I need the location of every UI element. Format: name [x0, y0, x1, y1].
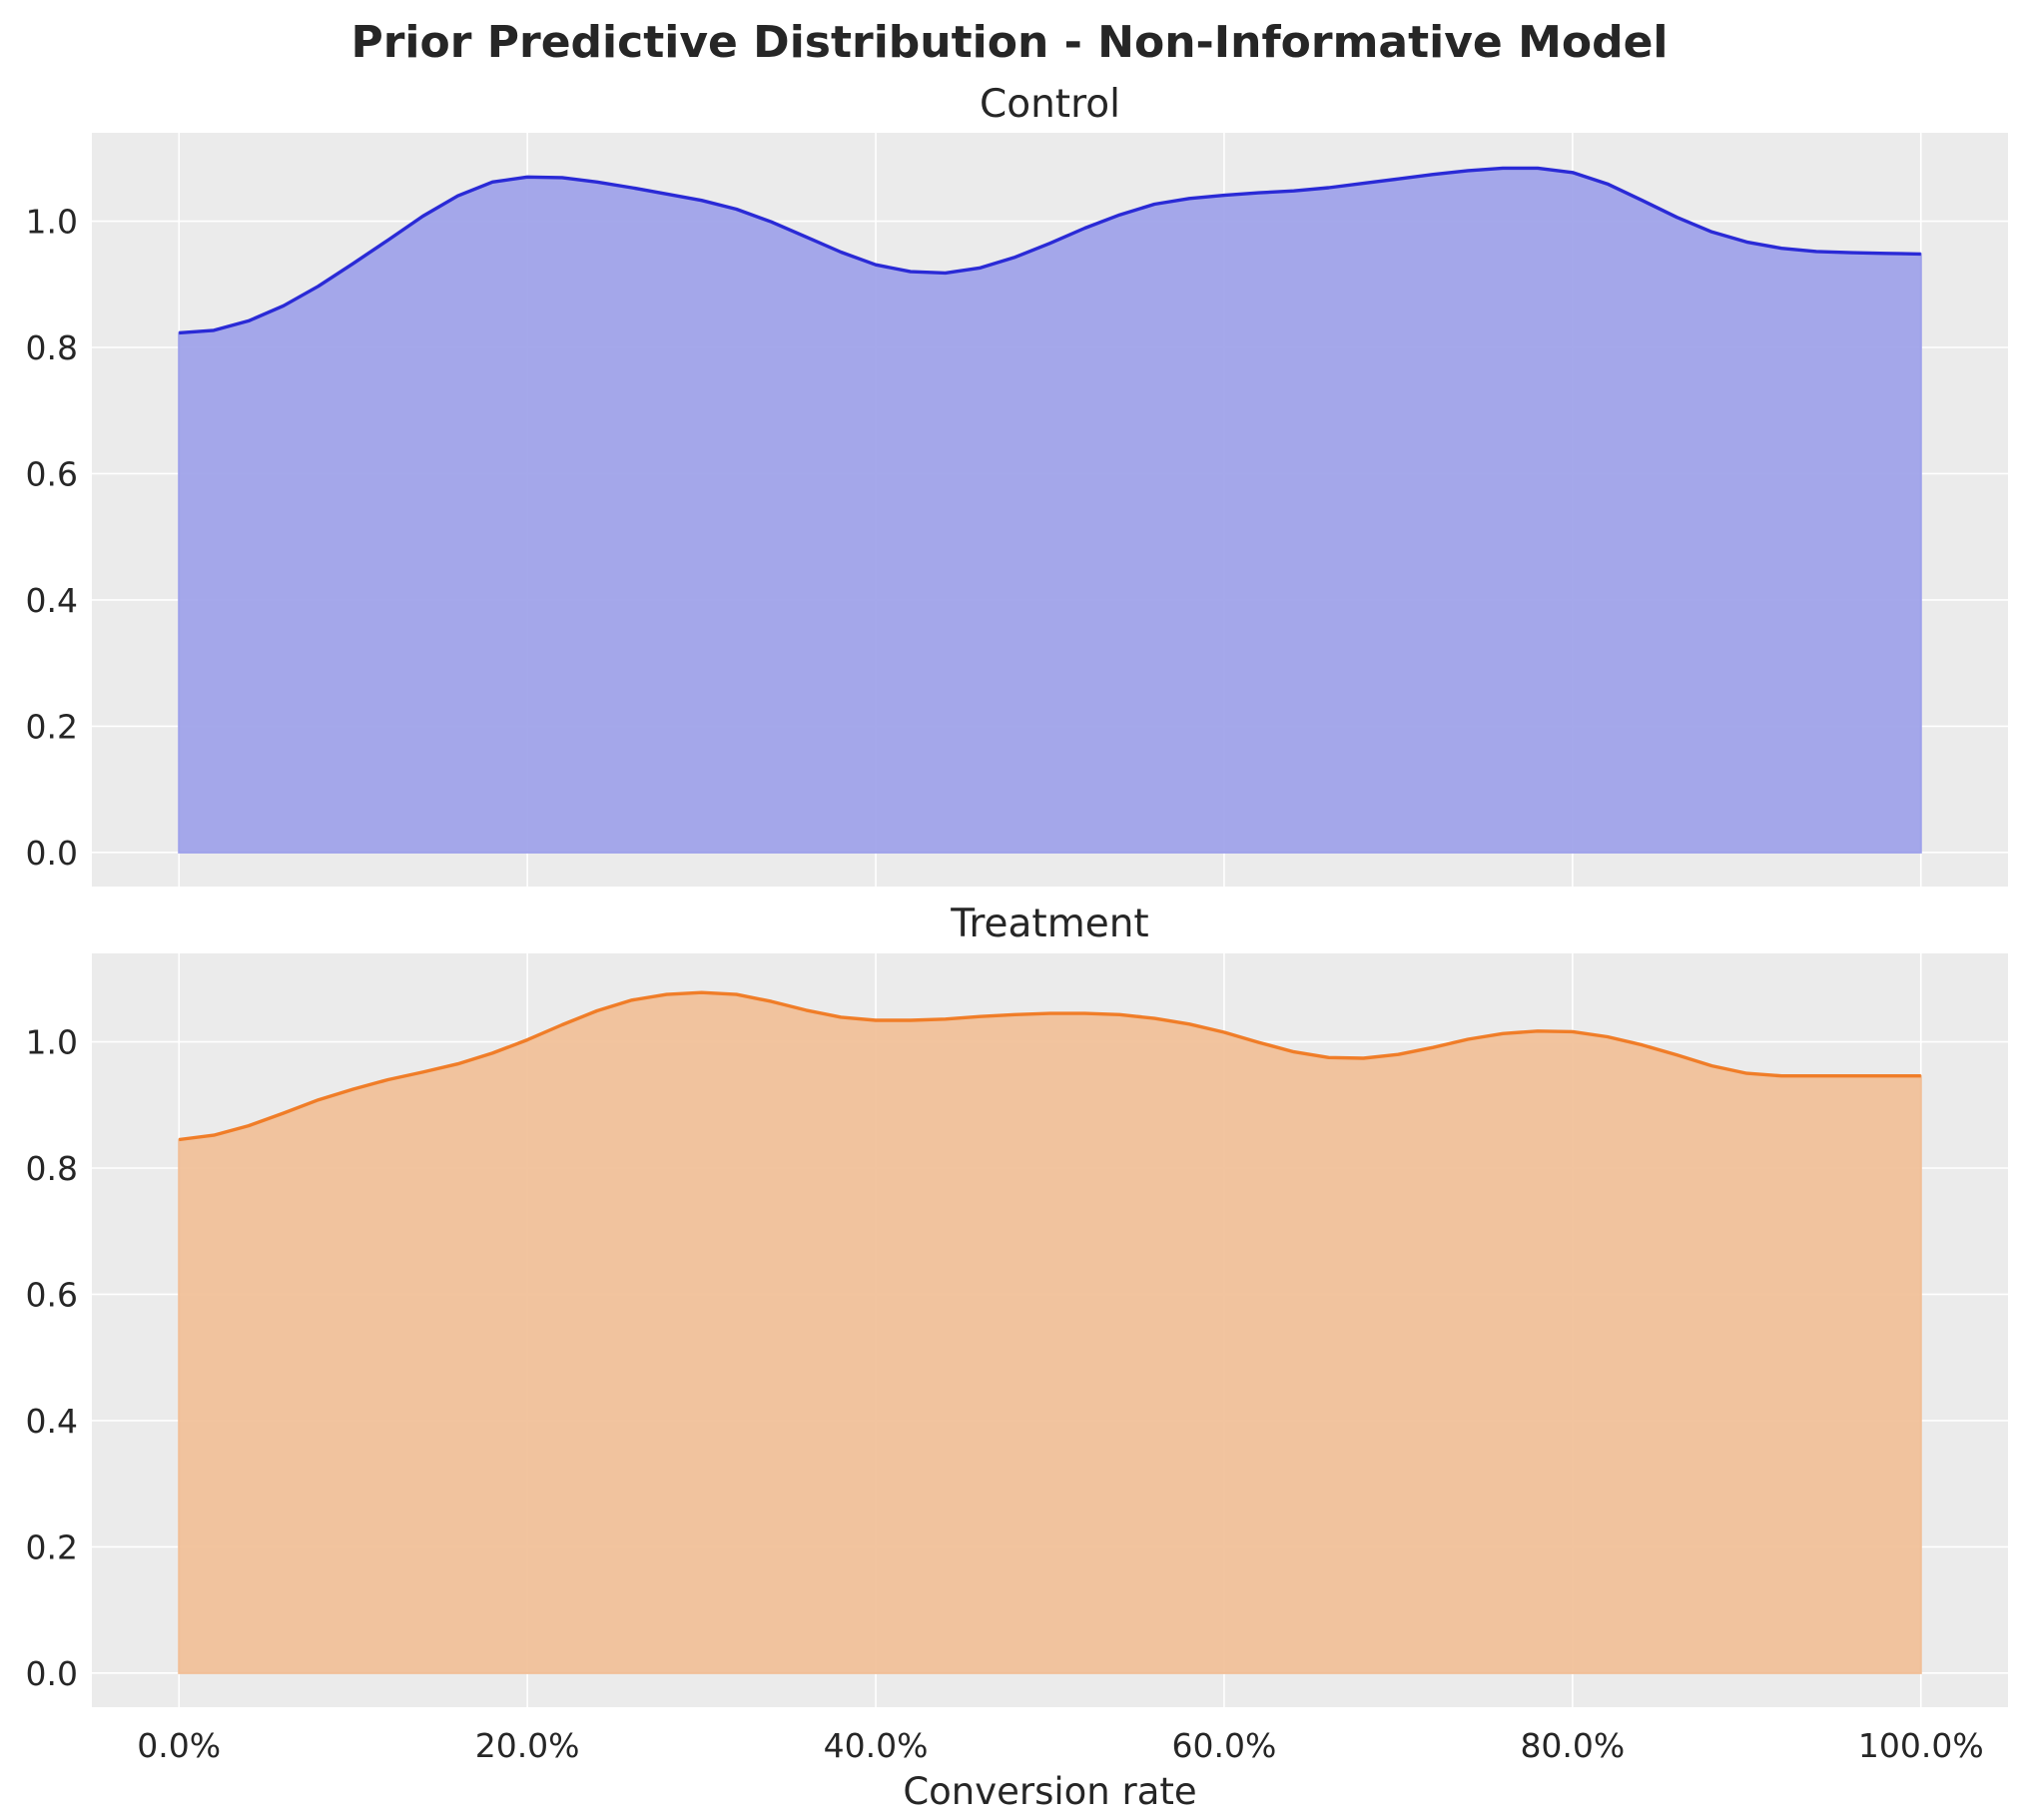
density-line [178, 990, 1921, 1142]
y-tick-label: 1.0 [26, 1023, 78, 1062]
density-fill [178, 167, 1922, 854]
y-tick-label: 0.6 [26, 454, 78, 493]
y-tick-label: 1.0 [26, 203, 78, 242]
density-line [179, 166, 1921, 335]
x-tick-label: 0.0% [137, 1726, 221, 1765]
y-tick-label: 0.0 [26, 1654, 78, 1693]
control-panel: Control 0.0 0.2 0.4 0.6 0.8 1.0 [26, 82, 2008, 887]
x-axis-label: Conversion rate [903, 1770, 1196, 1813]
y-tick-label: 0.4 [26, 1402, 78, 1441]
density-fill [178, 991, 1922, 1674]
treatment-panel: Treatment 0.0 0.2 0.4 0.6 0.8 1.0 0.0% 20.0% 40.0… [26, 902, 2008, 1813]
y-tick-label: 0.2 [26, 707, 78, 746]
y-tick-label: 0.0 [26, 834, 78, 873]
figure-title: Prior Predictive Distribution - Non-Info… [350, 17, 1668, 68]
x-tick-label: 40.0% [824, 1726, 929, 1765]
x-tick-label: 100.0% [1858, 1726, 1984, 1765]
y-tick-label: 0.8 [26, 328, 78, 367]
x-tick-label: 60.0% [1172, 1726, 1277, 1765]
y-tick-label: 0.6 [26, 1275, 78, 1314]
y-tick-label: 0.2 [26, 1527, 78, 1566]
y-tick-label: 0.4 [26, 581, 78, 620]
x-tick-label: 80.0% [1520, 1726, 1625, 1765]
x-tick-label: 20.0% [475, 1726, 580, 1765]
panel-title: Control [980, 82, 1120, 127]
panel-title: Treatment [950, 902, 1148, 946]
y-tick-label: 0.8 [26, 1149, 78, 1188]
